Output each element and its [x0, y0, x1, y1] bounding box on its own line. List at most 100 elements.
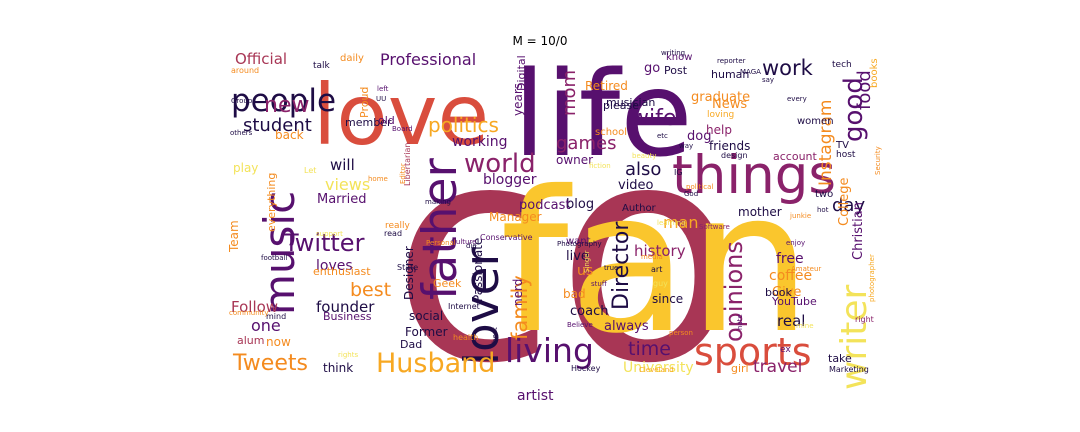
word-us: us [577, 263, 593, 279]
word-give: Give [772, 285, 801, 300]
word-owner: owner [556, 153, 593, 167]
word-mine: mine [796, 322, 814, 330]
word-alum: alum [237, 334, 264, 347]
figure-title: M = 10/0 [512, 34, 568, 48]
word-now: now [266, 335, 291, 349]
word-art: art [651, 265, 662, 274]
word-video: video [618, 178, 654, 193]
word-libertarian: Libertarian [403, 143, 412, 187]
word-geek: Geek [433, 277, 462, 290]
word-state: State [397, 263, 418, 272]
word-social: social [409, 309, 443, 323]
word-former: Former [405, 325, 448, 339]
word-man: man [663, 213, 699, 232]
word-health: health [453, 333, 478, 342]
word-board: Board [392, 125, 413, 133]
word-free: free [776, 251, 804, 267]
word-human: human [711, 68, 749, 81]
word-time: time [628, 338, 671, 360]
word-author: Author [622, 203, 657, 214]
word-father: father [413, 158, 468, 300]
word-tweets: Tweets [232, 351, 308, 376]
word-retired: Retired [585, 79, 628, 93]
word-day: day [832, 195, 865, 216]
word-ig: IG [674, 168, 683, 177]
word-views: views [325, 175, 370, 194]
word-since: since [652, 292, 683, 306]
word-post: Post [664, 64, 688, 77]
word-work: work [762, 56, 814, 80]
word-beauty: beauty [632, 152, 656, 160]
word-good: good [839, 77, 869, 142]
word-live: live [566, 249, 589, 264]
word-beat: beat [491, 327, 499, 343]
word-designer: Designer [402, 246, 416, 300]
word-cleveland: Cleveland [639, 366, 674, 374]
word-passionate: Passionate [471, 238, 485, 302]
word-digital: Digital [515, 55, 528, 91]
word-university: University [623, 360, 694, 376]
word-back: back [275, 128, 304, 142]
word-community: community [229, 309, 268, 317]
word-dad: Dad [400, 338, 422, 351]
word-history: history [634, 242, 686, 260]
word-opinions: opinions [720, 241, 748, 342]
word-lover: lover [455, 246, 510, 365]
word-guy: guy [653, 279, 668, 288]
word-editor: Editor [399, 163, 407, 184]
word-real: real [777, 312, 805, 330]
word-group: Group [231, 97, 253, 105]
word-take: take [828, 352, 852, 365]
word-people: people [231, 83, 336, 119]
word-girl: girl [731, 362, 749, 375]
word-member: member [345, 116, 392, 129]
word-also: also [625, 159, 661, 180]
word-instagram: Instagram [816, 100, 836, 187]
word-amateur: Amateur [791, 265, 821, 273]
word-host: host [836, 150, 856, 160]
word-student: student [243, 115, 312, 136]
word-right: right [855, 315, 874, 324]
word-tech: tech [832, 60, 852, 70]
word-travel: travel [753, 357, 802, 377]
word-culture: Culture [451, 238, 476, 246]
word-christian: Christian [851, 202, 866, 260]
word-play: play [233, 161, 258, 175]
word-twitter: Twitter [283, 229, 365, 257]
word-mom: mom [559, 70, 580, 116]
word-book: book [765, 286, 792, 299]
word-ex: ex [780, 345, 791, 355]
word-security: Security [874, 146, 882, 175]
word-daily: daily [340, 53, 364, 64]
word-left: left [377, 85, 389, 93]
word-games: games [556, 133, 616, 154]
word-person: person [669, 329, 693, 337]
word-account: account [773, 150, 818, 163]
word-conservative: Conservative [480, 233, 533, 242]
word-coffee: coffee [769, 268, 812, 284]
word-fan: fan [500, 149, 812, 376]
word-musician: musician [606, 96, 655, 109]
word-want: want [566, 236, 591, 247]
word-believe: Believe [567, 321, 593, 329]
word-die: die [466, 242, 477, 250]
word-blogger: blogger [483, 172, 537, 188]
word-please: please [603, 99, 639, 112]
word-internet: Internet [448, 302, 480, 311]
word-etc: etc [657, 132, 668, 140]
word-women: women [797, 116, 834, 127]
word-tv: TV [835, 140, 849, 151]
word-old: old [378, 114, 395, 127]
word-graduate: graduate [691, 90, 750, 105]
word-best: best [350, 279, 391, 301]
word-read: read [384, 229, 402, 238]
word-life: life [513, 45, 693, 183]
word-enthusiast: enthusiast [313, 265, 371, 278]
word-husband: Husband [376, 348, 495, 379]
word-loves: loves [316, 258, 353, 274]
word-years: years [511, 83, 525, 116]
word-follow: Follow [231, 298, 278, 316]
word-hot: hot [817, 206, 829, 214]
word-two: two [815, 189, 833, 200]
